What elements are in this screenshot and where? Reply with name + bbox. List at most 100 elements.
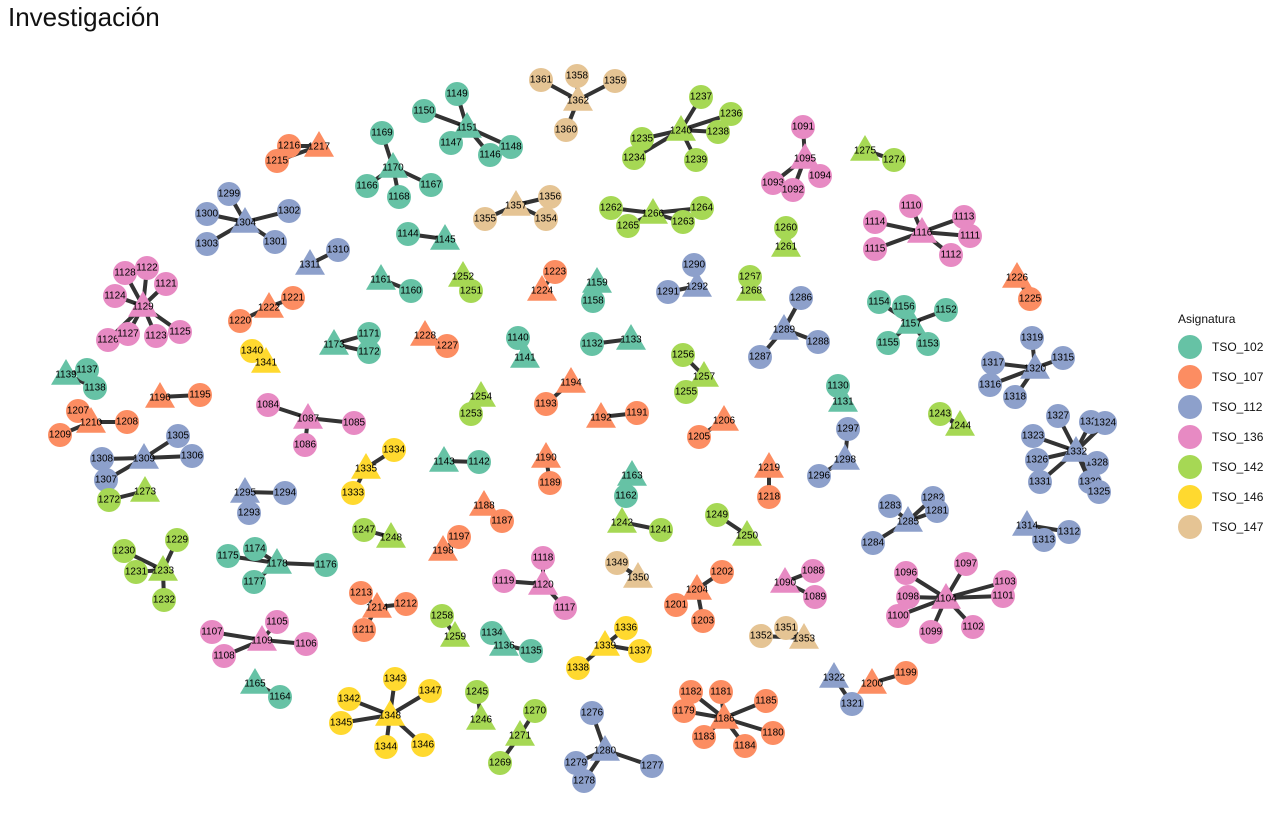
- node-label: 1104: [935, 594, 957, 605]
- node-label: 1272: [98, 495, 121, 506]
- chart-title: Investigación: [8, 2, 160, 32]
- node-label: 1219: [758, 463, 781, 474]
- node-label: 1136: [493, 641, 515, 652]
- node-label: 1121: [155, 279, 177, 290]
- node-circle: 1227: [435, 334, 459, 358]
- node-label: 1342: [338, 694, 361, 705]
- node-circle: 1345: [329, 711, 353, 735]
- node-label: 1163: [621, 471, 643, 482]
- node-circle: 1105: [265, 610, 289, 634]
- node-label: 1200: [861, 679, 884, 690]
- node-circle: 1215: [265, 149, 289, 173]
- node-label: 1277: [641, 761, 664, 772]
- node-triangle: 1289: [769, 314, 799, 340]
- legend-item: TSO_102: [1178, 332, 1263, 362]
- node-circle: 1300: [195, 202, 219, 226]
- node-circle: 1146: [478, 143, 502, 167]
- node-circle: 1346: [411, 733, 435, 757]
- node-label: 1106: [295, 639, 317, 650]
- node-label: 1145: [434, 235, 456, 246]
- node-circle: 1150: [412, 99, 436, 123]
- node-label: 1350: [627, 573, 650, 584]
- node-triangle: 1161: [366, 264, 396, 290]
- node-circle: 1132: [580, 332, 604, 356]
- node-label: 1337: [629, 646, 652, 657]
- node-label: 1338: [567, 663, 590, 674]
- node-label: 1348: [379, 711, 402, 722]
- node-label: 1353: [793, 634, 816, 645]
- node-label: 1269: [489, 758, 512, 769]
- node-triangle: 1120: [528, 569, 558, 595]
- node-circle: 1265: [616, 214, 640, 238]
- node-circle: 1089: [803, 585, 827, 609]
- node-circle: 1221: [281, 286, 305, 310]
- node-circle: 1307: [94, 468, 118, 492]
- node-triangle: 1233: [148, 555, 178, 581]
- node-label: 1281: [926, 506, 949, 517]
- node-label: 1266: [642, 209, 665, 220]
- node-circle: 1229: [165, 528, 189, 552]
- node-label: 1314: [1016, 521, 1039, 532]
- node-circle: 1337: [628, 639, 652, 663]
- node-circle: 1152: [934, 298, 958, 322]
- node-label: 1256: [672, 350, 695, 361]
- legend-swatch: [1178, 515, 1202, 539]
- node-label: 1139: [55, 370, 77, 381]
- node-triangle: 1104: [931, 583, 961, 609]
- node-label: 1208: [116, 417, 139, 428]
- node-circle: 1325: [1087, 480, 1111, 504]
- node-label: 1291: [657, 287, 680, 298]
- node-triangle: 1271: [505, 720, 535, 746]
- node-label: 1181: [710, 687, 732, 698]
- node-label: 1239: [685, 155, 708, 166]
- node-label: 1176: [315, 560, 337, 571]
- node-triangle: 1246: [466, 704, 496, 730]
- node-label: 1187: [491, 516, 513, 527]
- node-circle: 1296: [807, 464, 831, 488]
- node-circle: 1111: [958, 224, 982, 248]
- node-label: 1304: [234, 218, 257, 229]
- node-circle: 1321: [840, 692, 864, 716]
- node-label: 1137: [76, 365, 98, 376]
- node-label: 1226: [1006, 273, 1029, 284]
- node-label: 1213: [350, 588, 373, 599]
- node-triangle: 1266: [638, 198, 668, 224]
- node-circle: 1213: [349, 581, 373, 605]
- node-label: 1207: [67, 406, 90, 417]
- node-circle: 1102: [961, 615, 985, 639]
- node-triangle: 1295: [230, 477, 260, 503]
- node-label: 1310: [327, 245, 350, 256]
- node-circle: 1171: [357, 322, 381, 346]
- node-label: 1193: [535, 399, 557, 410]
- node-circle: 1317: [981, 351, 1005, 375]
- node-circle: 1349: [605, 551, 629, 575]
- node-label: 1197: [448, 532, 470, 543]
- node-circle: 1114: [863, 210, 887, 234]
- node-label: 1168: [388, 192, 410, 203]
- node-circle: 1360: [554, 118, 578, 142]
- node-circle: 1299: [217, 182, 241, 206]
- node-label: 1189: [539, 478, 561, 489]
- node-circle: 1290: [682, 253, 706, 277]
- node-label: 1358: [566, 71, 589, 82]
- node-label: 1167: [420, 180, 442, 191]
- node-circle: 1201: [664, 593, 688, 617]
- node-label: 1085: [343, 418, 366, 429]
- node-label: 1333: [342, 488, 365, 499]
- node-label: 1360: [555, 125, 578, 136]
- node-circle: 1318: [1003, 385, 1027, 409]
- node-circle: 1182: [679, 680, 703, 704]
- node-label: 1261: [775, 242, 798, 253]
- node-label: 1297: [837, 424, 860, 435]
- node-triangle: 1259: [440, 621, 470, 647]
- node-label: 1251: [460, 286, 483, 297]
- node-label: 1329: [1080, 417, 1103, 428]
- node-label: 1268: [740, 286, 763, 297]
- node-label: 1229: [166, 535, 189, 546]
- node-label: 1270: [524, 706, 547, 717]
- node-label: 1109: [251, 636, 273, 647]
- node-label: 1217: [308, 142, 331, 153]
- node-label: 1146: [479, 150, 501, 161]
- legend-label: TSO_107: [1212, 370, 1264, 384]
- node-circle: 1100: [886, 604, 910, 628]
